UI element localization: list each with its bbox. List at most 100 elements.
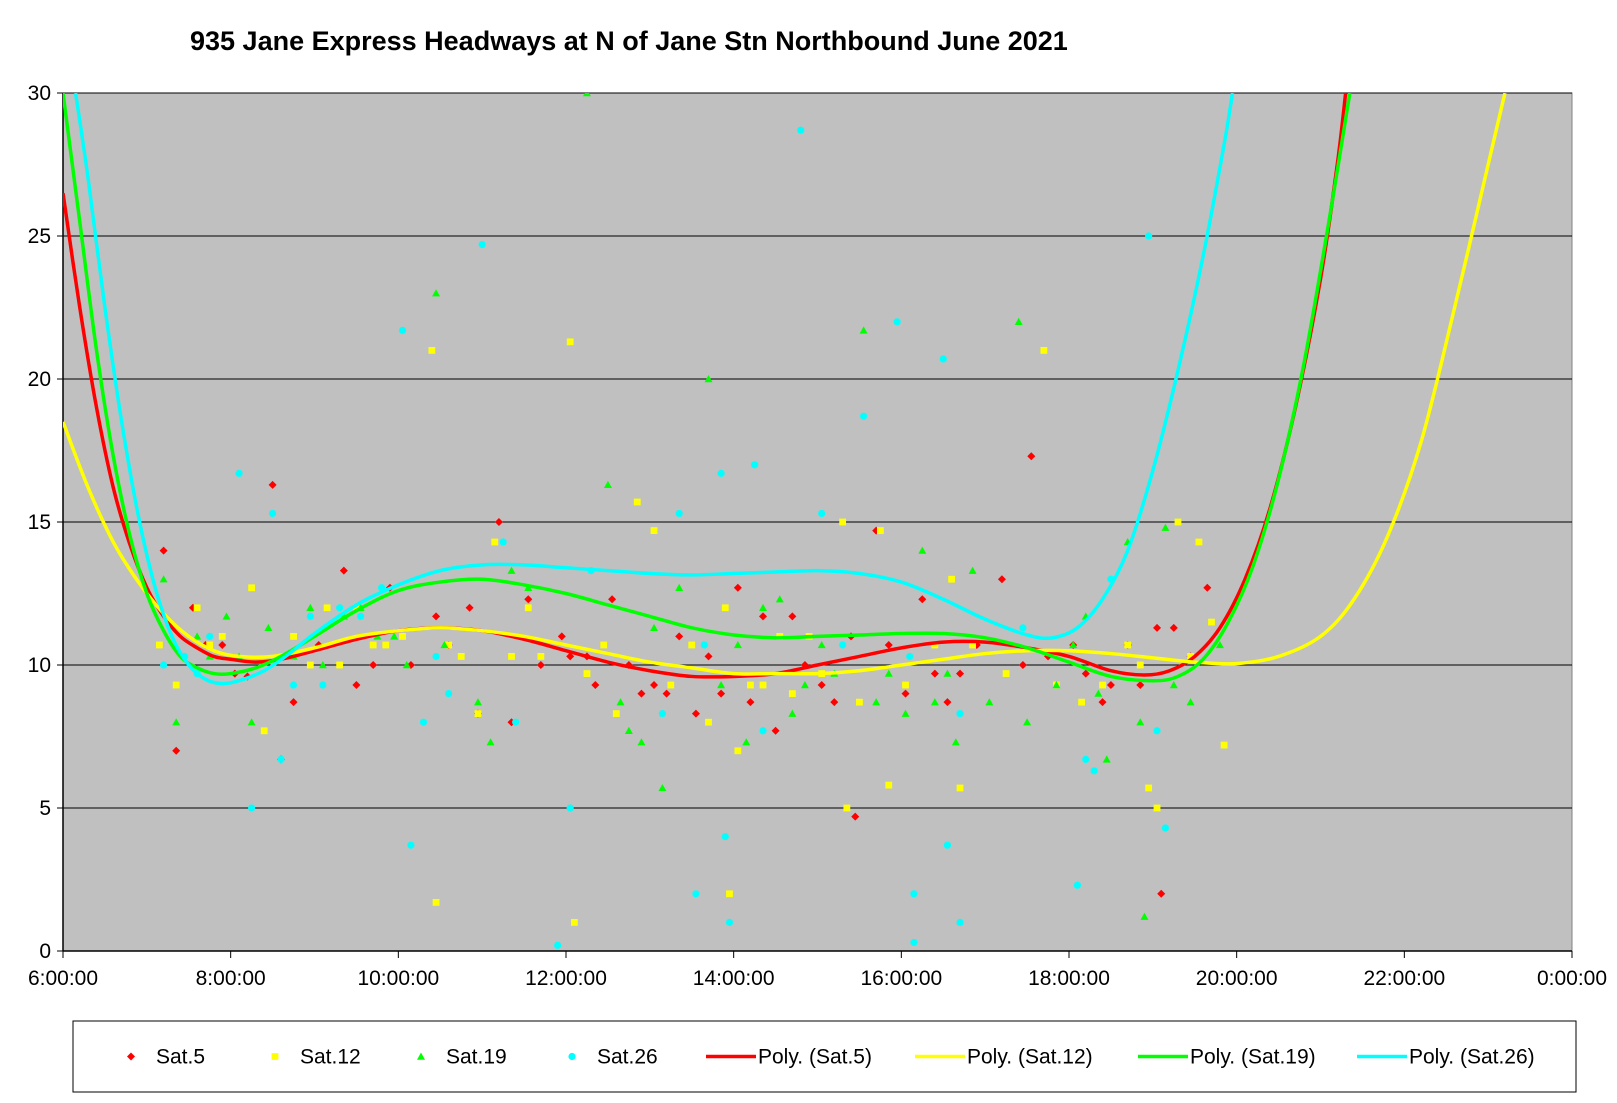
x-tick-label: 12:00:00 (525, 967, 607, 990)
data-point (206, 641, 214, 649)
data-point (398, 326, 407, 334)
data-point (352, 681, 361, 690)
data-point (1073, 881, 1081, 889)
data-point (193, 604, 201, 612)
data-point (734, 747, 742, 755)
data-point (1153, 727, 1161, 735)
data-point (432, 652, 440, 661)
data-point (1002, 670, 1010, 677)
x-tick-label: 22:00:00 (1363, 967, 1445, 990)
data-point (956, 710, 964, 718)
data-point (566, 338, 574, 346)
data-point (1018, 661, 1027, 669)
data-point (172, 718, 181, 726)
data-point (524, 595, 533, 604)
chart-title: 935 Jane Express Headways at N of Jane S… (190, 26, 1068, 56)
data-point (268, 480, 277, 489)
data-point (402, 661, 411, 669)
data-point (839, 518, 847, 526)
data-point (486, 738, 495, 746)
legend-box (72, 1020, 1577, 1093)
data-point (843, 804, 851, 812)
data-point (800, 681, 809, 689)
data-point (939, 355, 947, 363)
y-tick-label: 10 (28, 654, 51, 677)
legend-label: Poly. (Sat.19) (1190, 1046, 1316, 1069)
data-point (537, 653, 545, 660)
data-point (306, 612, 314, 620)
data-point (172, 746, 181, 755)
data-point (172, 681, 180, 689)
data-point (474, 710, 482, 718)
data-point (662, 689, 671, 698)
x-tick-label: 20:00:00 (1196, 967, 1278, 990)
data-point (369, 661, 378, 669)
data-point (725, 918, 734, 927)
data-point (918, 546, 927, 554)
data-point (956, 784, 964, 792)
data-point (440, 640, 449, 649)
data-point (747, 681, 754, 689)
data-point (612, 710, 620, 718)
legend-marker-swatch (568, 1052, 576, 1061)
x-tick-label: 6:00:00 (28, 967, 98, 990)
data-point (357, 612, 365, 620)
data-point (704, 652, 713, 661)
data-point (407, 841, 415, 849)
trendline (63, 93, 1352, 683)
data-point (432, 289, 441, 297)
data-point (290, 633, 297, 640)
data-point (248, 804, 256, 812)
data-point (1145, 232, 1153, 240)
data-point (650, 623, 659, 632)
data-point (473, 698, 482, 706)
data-point (566, 652, 575, 661)
data-point (156, 641, 163, 649)
data-point (717, 469, 725, 477)
data-point (633, 498, 641, 506)
data-point (277, 755, 285, 763)
data-point (159, 575, 168, 583)
data-point (1208, 618, 1215, 626)
data-point (817, 681, 826, 690)
data-point (1027, 452, 1036, 461)
data-point (901, 709, 910, 717)
data-point (1195, 538, 1203, 546)
legend-marker-swatch (271, 1053, 279, 1060)
data-point (491, 538, 499, 546)
data-point (557, 632, 566, 641)
data-point (512, 718, 520, 726)
data-point (839, 641, 847, 649)
data-point (1014, 317, 1023, 325)
data-point (721, 833, 729, 841)
data-point (1040, 347, 1048, 354)
plot-content (63, 93, 1507, 949)
data-point (705, 718, 712, 726)
data-point (1124, 641, 1132, 649)
data-point (893, 318, 901, 326)
data-point (876, 527, 884, 534)
data-point (1023, 718, 1032, 726)
data-point (1153, 804, 1161, 812)
data-point (1140, 912, 1149, 920)
data-point (637, 738, 646, 746)
data-point (746, 698, 755, 707)
data-point (603, 480, 612, 489)
trendline (73, 93, 1235, 686)
data-point (582, 93, 591, 97)
data-point (717, 689, 726, 698)
data-point (1078, 698, 1085, 706)
data-point (160, 661, 168, 669)
data-point (1136, 661, 1144, 669)
data-point (1203, 583, 1212, 592)
data-point (658, 783, 667, 792)
x-tick-label: 14:00:00 (693, 967, 775, 990)
legend-label: Poly. (Sat.12) (967, 1046, 1093, 1069)
data-point (1187, 653, 1194, 660)
legend-marker-swatch (417, 1052, 425, 1060)
data-point (507, 718, 516, 727)
data-point (943, 669, 952, 677)
data-point (591, 681, 600, 690)
data-point (667, 681, 675, 689)
data-point (268, 509, 277, 518)
